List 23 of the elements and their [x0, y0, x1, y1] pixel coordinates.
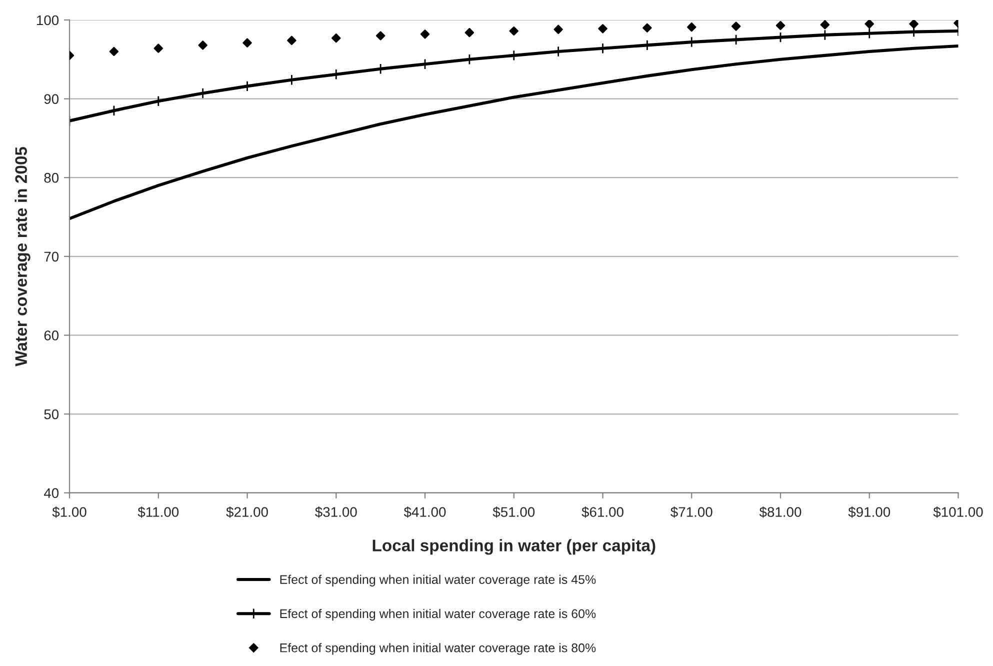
x-tick-label: $1.00 — [52, 506, 86, 518]
legend-label: Efect of spending when initial water coverage rate is 45% — [280, 574, 596, 586]
x-tick-label: $21.00 — [226, 506, 268, 518]
x-tick-label: $101.00 — [933, 506, 983, 518]
x-tick-label: $41.00 — [404, 506, 446, 518]
legend-label: Efect of spending when initial water coverage rate is 60% — [280, 608, 596, 621]
y-tick-label: 60 — [44, 330, 59, 340]
x-tick-label: $91.00 — [848, 506, 890, 518]
y-axis-title: Water coverage rate in 2005 — [14, 146, 30, 366]
y-tick-label: 100 — [36, 15, 59, 26]
x-tick-label: $61.00 — [582, 506, 624, 518]
y-tick-label: 80 — [44, 172, 59, 183]
y-tick-label: 50 — [44, 409, 59, 420]
y-tick-label: 90 — [44, 94, 59, 104]
x-axis-title: Local spending in water (per capita) — [372, 539, 656, 555]
x-tick-label: $81.00 — [759, 506, 802, 518]
x-tick-label: $71.00 — [670, 506, 712, 518]
y-tick-label: 40 — [44, 488, 59, 498]
x-tick-label: $51.00 — [492, 506, 535, 518]
x-tick-label: $31.00 — [315, 506, 357, 518]
legend-label: Efect of spending when initial water coverage rate is 80% — [280, 643, 596, 655]
x-tick-label: $11.00 — [138, 506, 179, 518]
y-tick-label: 70 — [44, 252, 59, 262]
